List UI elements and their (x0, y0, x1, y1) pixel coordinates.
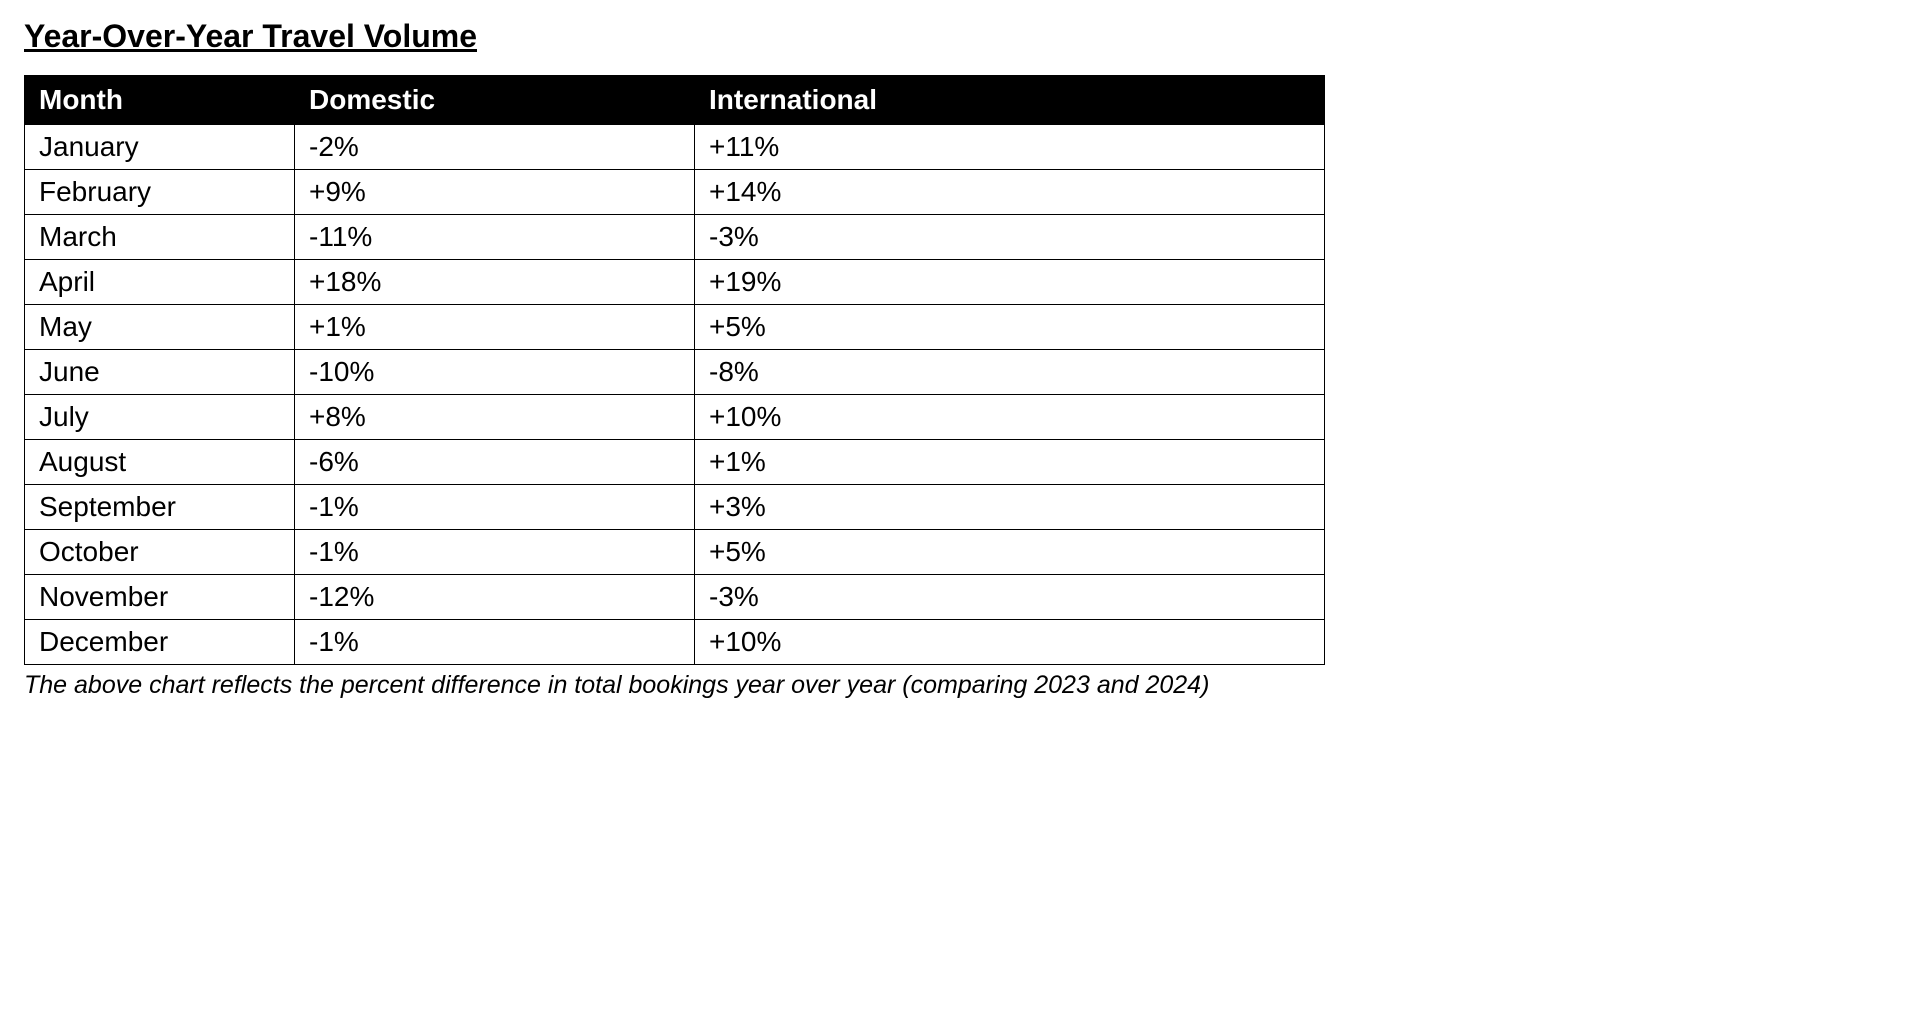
cell-month: March (25, 215, 295, 260)
cell-domestic: -10% (295, 350, 695, 395)
table-row: November-12%-3% (25, 575, 1325, 620)
table-row: August-6%+1% (25, 440, 1325, 485)
table-header-row: Month Domestic International (25, 76, 1325, 125)
cell-domestic: +18% (295, 260, 695, 305)
cell-international: +5% (695, 305, 1325, 350)
cell-domestic: -6% (295, 440, 695, 485)
cell-international: -8% (695, 350, 1325, 395)
cell-international: +11% (695, 125, 1325, 170)
cell-international: -3% (695, 575, 1325, 620)
cell-domestic: +9% (295, 170, 695, 215)
table-row: April+18%+19% (25, 260, 1325, 305)
cell-international: +10% (695, 395, 1325, 440)
cell-domestic: -1% (295, 530, 695, 575)
cell-international: +5% (695, 530, 1325, 575)
cell-month: August (25, 440, 295, 485)
col-header-domestic: Domestic (295, 76, 695, 125)
cell-domestic: -12% (295, 575, 695, 620)
table-row: December-1%+10% (25, 620, 1325, 665)
cell-month: June (25, 350, 295, 395)
cell-month: April (25, 260, 295, 305)
cell-domestic: -1% (295, 620, 695, 665)
cell-international: +1% (695, 440, 1325, 485)
table-row: January-2%+11% (25, 125, 1325, 170)
cell-domestic: -11% (295, 215, 695, 260)
table-row: May+1%+5% (25, 305, 1325, 350)
cell-international: -3% (695, 215, 1325, 260)
cell-month: October (25, 530, 295, 575)
table-row: June-10%-8% (25, 350, 1325, 395)
cell-month: July (25, 395, 295, 440)
col-header-month: Month (25, 76, 295, 125)
table-caption: The above chart reflects the percent dif… (24, 671, 1891, 700)
cell-domestic: -2% (295, 125, 695, 170)
cell-month: November (25, 575, 295, 620)
cell-month: December (25, 620, 295, 665)
cell-domestic: -1% (295, 485, 695, 530)
yoy-table: Month Domestic International January-2%+… (24, 75, 1325, 665)
cell-month: February (25, 170, 295, 215)
cell-international: +19% (695, 260, 1325, 305)
cell-month: May (25, 305, 295, 350)
cell-domestic: +1% (295, 305, 695, 350)
cell-month: September (25, 485, 295, 530)
table-row: March-11%-3% (25, 215, 1325, 260)
cell-international: +14% (695, 170, 1325, 215)
cell-international: +3% (695, 485, 1325, 530)
cell-domestic: +8% (295, 395, 695, 440)
table-row: February+9%+14% (25, 170, 1325, 215)
cell-month: January (25, 125, 295, 170)
table-row: October-1%+5% (25, 530, 1325, 575)
cell-international: +10% (695, 620, 1325, 665)
table-row: July+8%+10% (25, 395, 1325, 440)
col-header-international: International (695, 76, 1325, 125)
page-title: Year-Over-Year Travel Volume (24, 18, 1891, 55)
table-row: September-1%+3% (25, 485, 1325, 530)
